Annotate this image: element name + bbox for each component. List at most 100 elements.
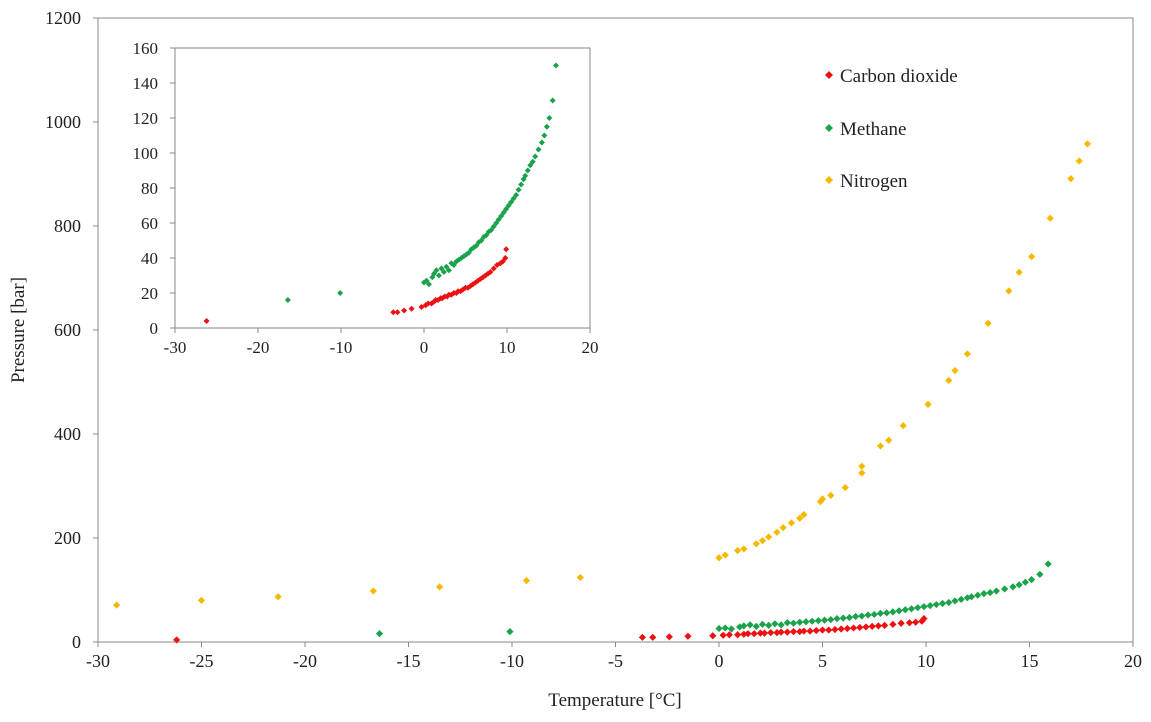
inset-y-tick-label: 60 <box>141 214 158 233</box>
main-data-points <box>113 140 1092 644</box>
data-point-carbon-dioxide <box>173 636 181 644</box>
inset-y-tick-label: 120 <box>133 109 159 128</box>
data-point-methane <box>992 587 1000 595</box>
data-point-methane <box>870 610 878 619</box>
data-point-carbon-dioxide <box>889 620 897 628</box>
data-point-methane <box>1036 570 1044 578</box>
data-point-methane <box>375 630 384 638</box>
inset-data-points <box>203 62 559 324</box>
main-y-tick-label: 200 <box>54 528 81 548</box>
data-point-nitrogen <box>274 593 282 601</box>
data-point-carbon-dioxide <box>837 625 845 633</box>
data-point-carbon-dioxide <box>843 624 851 633</box>
data-point-nitrogen <box>787 519 796 527</box>
data-point-methane <box>518 181 525 188</box>
data-point-methane <box>833 615 841 623</box>
data-point-methane <box>789 619 798 627</box>
inset-x-axis: -30 -20 -10 0 10 20 <box>164 328 599 357</box>
data-point-methane <box>445 267 452 274</box>
legend-marker-carbon-dioxide <box>825 71 833 79</box>
data-point-nitrogen <box>715 554 723 562</box>
data-point-methane <box>777 621 785 629</box>
data-point-nitrogen <box>1067 175 1075 183</box>
data-point-methane <box>721 624 729 632</box>
data-point-nitrogen <box>734 546 742 555</box>
data-point-nitrogen <box>779 524 787 532</box>
inset-series-methane <box>284 62 559 303</box>
data-point-methane <box>920 603 928 611</box>
data-point-methane <box>752 622 760 630</box>
data-point-methane <box>951 597 959 605</box>
data-point-carbon-dioxide <box>408 305 415 312</box>
data-point-methane <box>1015 581 1023 589</box>
data-point-carbon-dioxide <box>920 615 928 623</box>
data-point-carbon-dioxide <box>744 630 752 638</box>
data-point-nitrogen <box>827 491 835 499</box>
inset-x-tick-label: 0 <box>420 338 429 357</box>
data-point-nitrogen <box>1015 268 1023 276</box>
data-point-methane <box>901 606 909 614</box>
data-point-carbon-dioxide <box>918 617 926 625</box>
data-point-carbon-dioxide <box>796 628 804 636</box>
data-point-carbon-dioxide <box>767 629 775 637</box>
data-point-methane <box>758 620 767 628</box>
data-point-methane <box>852 612 860 621</box>
data-point-carbon-dioxide <box>487 269 494 275</box>
data-point-methane <box>974 591 982 599</box>
main-x-axis: -30 -25 -20 -15 -10 -5 0 5 10 15 20 <box>86 642 1142 671</box>
main-series-nitrogen <box>113 140 1092 609</box>
x-axis-title: Temperature [°C] <box>548 690 681 711</box>
data-point-methane <box>506 628 514 636</box>
data-point-methane <box>513 192 520 198</box>
data-point-carbon-dioxide <box>831 625 839 634</box>
inset-y-axis: 0 20 40 60 80 100 120 140 160 <box>133 39 175 338</box>
data-point-methane <box>907 605 916 613</box>
data-point-carbon-dioxide <box>638 633 647 641</box>
data-point-carbon-dioxide <box>897 619 905 627</box>
data-point-methane <box>541 132 548 139</box>
main-x-tick-label: -25 <box>190 651 214 671</box>
data-point-carbon-dioxide <box>812 626 820 635</box>
data-point-nitrogen <box>1083 140 1092 148</box>
data-point-methane <box>967 593 976 601</box>
inset-x-tick-label: 20 <box>582 338 599 357</box>
inset-series-carbon-dioxide <box>203 246 510 324</box>
y-axis-title: Pressure [bar] <box>8 277 29 383</box>
inset-x-tick-label: 10 <box>499 338 516 357</box>
inset-x-tick-label: -30 <box>164 338 187 357</box>
data-point-methane <box>820 616 829 624</box>
inset-y-tick-label: 100 <box>133 144 159 163</box>
data-point-nitrogen <box>1075 157 1083 165</box>
data-point-carbon-dioxide <box>203 318 210 324</box>
main-x-tick-label: 0 <box>715 651 724 671</box>
data-point-nitrogen <box>758 537 767 545</box>
data-point-methane <box>889 608 897 616</box>
data-point-methane <box>727 625 736 633</box>
data-point-methane <box>814 617 822 625</box>
data-point-nitrogen <box>885 436 893 444</box>
data-point-nitrogen <box>858 469 866 477</box>
data-point-methane <box>524 167 531 174</box>
main-y-axis: 0 200 400 600 800 1000 1200 <box>45 8 98 652</box>
data-point-nitrogen <box>1027 253 1036 261</box>
data-point-carbon-dioxide <box>502 255 509 261</box>
data-point-methane <box>938 599 947 608</box>
data-point-nitrogen <box>197 596 206 604</box>
data-point-carbon-dioxide <box>740 630 748 638</box>
main-x-tick-label: 15 <box>1021 651 1039 671</box>
inset-background <box>175 48 590 328</box>
data-point-nitrogen <box>113 601 121 609</box>
data-point-carbon-dioxide <box>394 309 401 316</box>
data-point-methane <box>895 607 903 615</box>
data-point-carbon-dioxide <box>856 623 864 632</box>
data-point-methane <box>425 281 432 288</box>
data-point-nitrogen <box>435 583 444 591</box>
data-point-methane <box>783 619 791 627</box>
data-point-carbon-dioxide <box>905 619 914 627</box>
data-point-methane <box>932 600 940 609</box>
data-point-methane <box>552 62 559 69</box>
main-y-tick-label: 400 <box>54 424 81 444</box>
data-point-carbon-dioxide <box>868 622 876 630</box>
main-x-tick-label: 10 <box>917 651 935 671</box>
data-point-carbon-dioxide <box>490 265 497 272</box>
